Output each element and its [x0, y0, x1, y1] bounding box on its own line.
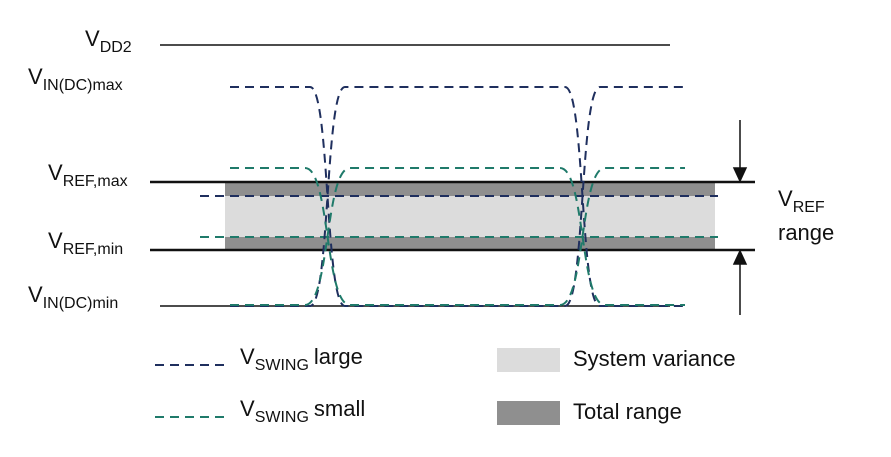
label-main: V: [48, 160, 63, 185]
label-main: V: [240, 344, 255, 369]
system-variance-band: [225, 196, 715, 237]
label-main: V: [778, 186, 793, 211]
level-label: VIN(DC)max: [28, 64, 123, 94]
label-main: V: [85, 26, 100, 51]
legend-label: Total range: [573, 399, 682, 424]
level-label: VIN(DC)min: [28, 282, 118, 312]
range-label-text: range: [778, 220, 834, 245]
label-main: V: [28, 64, 43, 89]
small-swing-waveform: [230, 167, 685, 306]
label-text: small: [314, 396, 365, 421]
arrow-head: [732, 249, 748, 265]
label-sub: DD2: [100, 39, 132, 56]
small-swing-trace: [230, 167, 685, 306]
legend-swatch-total: [497, 401, 560, 425]
legend-label: VSWING small: [240, 396, 365, 426]
label-sub: IN(DC)min: [43, 295, 119, 312]
label-sub: SWING: [255, 357, 309, 374]
small-swing-trace: [230, 167, 685, 306]
range-arrows: [732, 120, 748, 315]
label-sub: REF,min: [63, 241, 123, 258]
label-sub: REF,max: [63, 173, 128, 190]
level-label: VREF,max: [48, 160, 128, 190]
label-text: large: [314, 344, 363, 369]
legend-swatch-variance: [497, 348, 560, 372]
label-main: V: [48, 228, 63, 253]
large-swing-trace: [230, 86, 685, 307]
label-main: V: [28, 282, 43, 307]
range-label: VREF: [778, 186, 825, 216]
legend-label: VSWING large: [240, 344, 363, 374]
arrow-head: [732, 167, 748, 183]
label-main: V: [240, 396, 255, 421]
legend-label: System variance: [573, 346, 736, 371]
level-label: VDD2: [85, 26, 132, 56]
label-sub: IN(DC)max: [43, 77, 123, 94]
large-swing-waveform: [230, 86, 685, 307]
large-swing-trace: [230, 86, 685, 307]
label-sub: REF: [793, 199, 825, 216]
level-label: VREF,min: [48, 228, 123, 258]
label-sub: SWING: [255, 409, 309, 426]
